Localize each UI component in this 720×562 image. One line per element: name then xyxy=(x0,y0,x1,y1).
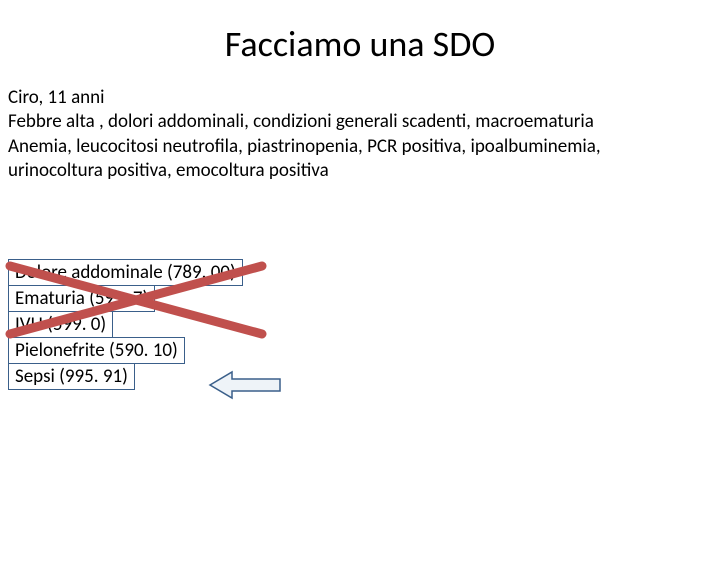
diagnosis-item: Ematuria (599. 7) xyxy=(8,285,155,312)
diagnosis-item: Pielonefrite (590. 10) xyxy=(8,337,185,364)
case-line-4: urinocoltura positiva, emocoltura positi… xyxy=(8,159,712,183)
case-line-3: Anemia, leucocitosi neutrofila, piastrin… xyxy=(8,135,712,159)
diagnosis-list: Dolore addominale (789. 00) Ematuria (59… xyxy=(8,260,278,390)
slide-title: Facciamo una SDO xyxy=(0,22,720,66)
diagnosis-item: Dolore addominale (789. 00) xyxy=(8,259,243,286)
case-line-1: Ciro, 11 anni xyxy=(8,86,712,110)
diagnosis-item: IVU (599. 0) xyxy=(8,311,113,338)
case-description: Ciro, 11 anni Febbre alta , dolori addom… xyxy=(8,86,712,183)
diagnosis-item: Sepsi (995. 91) xyxy=(8,363,135,390)
case-line-2: Febbre alta , dolori addominali, condizi… xyxy=(8,110,712,134)
